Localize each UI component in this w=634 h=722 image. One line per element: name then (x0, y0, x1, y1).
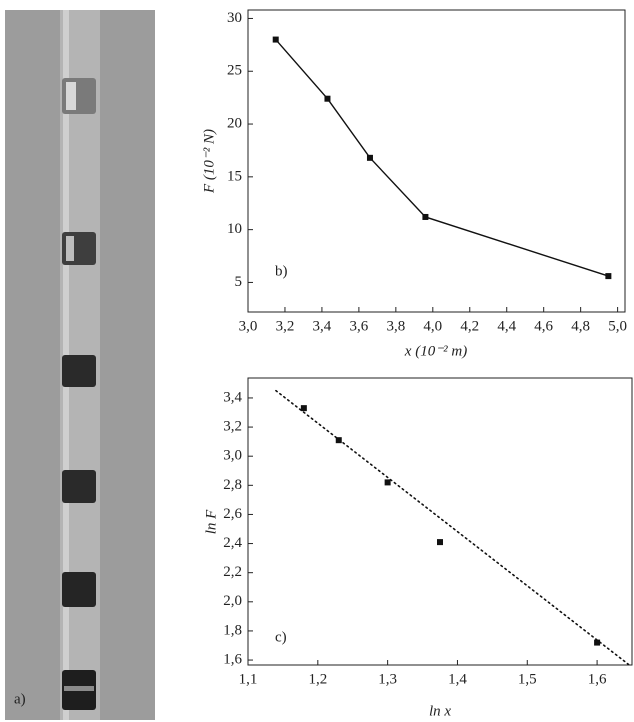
x-tick-label: 4,2 (460, 318, 479, 334)
series-line (275, 39, 609, 277)
y-axis-label: F (10⁻² N) (201, 129, 217, 194)
x-axis-label: x (10⁻² m) (404, 343, 467, 359)
x-tick-label: 1,1 (239, 671, 258, 687)
point (605, 273, 612, 280)
y-tick-label: 20 (227, 115, 242, 131)
y-tick-label: 25 (227, 63, 242, 79)
x-tick-label: 4,6 (534, 318, 553, 334)
plot-frame (247, 9, 626, 313)
point (272, 36, 279, 43)
y-tick-label: 30 (227, 10, 242, 26)
fit-line (275, 389, 630, 666)
x-tick-label: 4,8 (571, 318, 590, 334)
x-axis-label: ln x (429, 703, 451, 719)
x-tick-label: 3,2 (276, 318, 295, 334)
point (594, 639, 601, 646)
point (422, 213, 429, 220)
y-tick-label: 1,8 (223, 622, 242, 638)
y-tick-label: 2,2 (223, 564, 242, 580)
x-tick-label: 1,2 (308, 671, 327, 687)
chart: 3,0 3,2 3,4 3,6 3,8 4,0 4,2 4,4 4,6 4,8 5,0 5 10 15 20… (201, 9, 627, 359)
y-tick-label: 5 (235, 274, 243, 290)
x-tick-label: 5,0 (608, 318, 627, 334)
chart: 1,1 1,2 1,3 1,4 1,5 1,6 1,6 1,8 2,0 2,2 2,4 2,6 2,8 3… (203, 377, 633, 719)
y-tick-label: 3,4 (223, 389, 242, 405)
y-tick-label: 3,0 (223, 448, 242, 464)
photo-label: a) (14, 691, 26, 707)
x-tick-label: 4,4 (497, 318, 516, 334)
y-tick-label: 10 (227, 221, 242, 237)
photo: a) (5, 10, 155, 720)
point (366, 154, 373, 161)
y-tick-label: 2,8 (223, 477, 242, 493)
point (437, 539, 443, 546)
x-tick-label: 1,3 (378, 671, 397, 687)
y-axis-label: ln F (203, 509, 219, 534)
y-tick-label: 2,0 (223, 593, 242, 609)
x-tick-label: 3,0 (239, 318, 258, 334)
y-tick-label: 3,2 (223, 419, 242, 435)
point (384, 479, 391, 486)
x-tick-label: 3,6 (350, 318, 369, 334)
point (324, 95, 331, 102)
panel-label: c) (275, 629, 287, 645)
y-tick-label: 1,6 (223, 651, 242, 667)
x-tick-label: 3,4 (313, 318, 332, 334)
plot-frame (247, 377, 633, 666)
x-tick-label: 4,0 (423, 318, 442, 334)
x-tick-label: 3,8 (386, 318, 405, 334)
y-tick-label: 2,4 (223, 535, 242, 551)
x-tick-label: 1,6 (588, 671, 607, 687)
x-tick-label: 1,4 (448, 671, 467, 687)
x-tick-label: 1,5 (518, 671, 537, 687)
y-tick-label: 15 (227, 168, 242, 184)
point (300, 405, 307, 412)
y-tick-label: 2,6 (223, 506, 242, 522)
panel-label: b) (275, 263, 288, 279)
